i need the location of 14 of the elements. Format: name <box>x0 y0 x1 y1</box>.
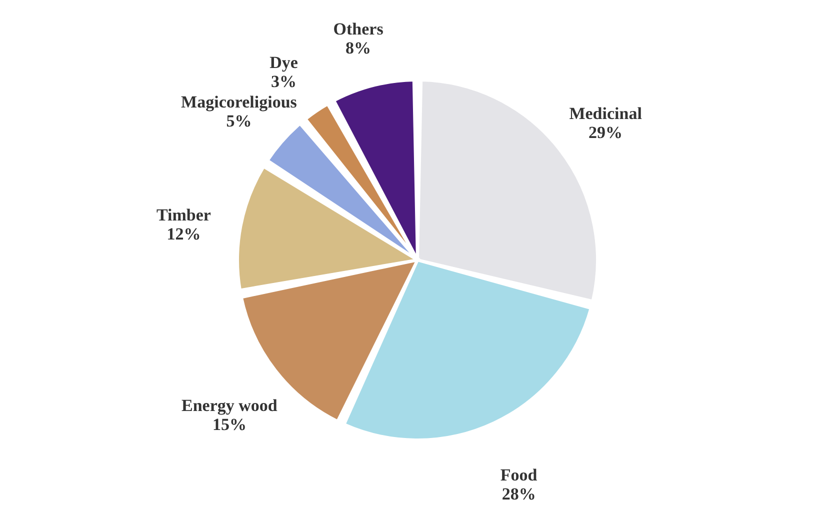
slice-label: Others <box>333 19 384 38</box>
data-label: 15% <box>212 414 246 434</box>
data-label: 12% <box>166 224 201 244</box>
data-label: 5% <box>226 112 252 131</box>
data-label: 29% <box>588 123 623 142</box>
slice-label: Magicoreligious <box>181 92 298 112</box>
data-label: 28% <box>502 484 536 504</box>
slice-label: Dye <box>270 53 298 72</box>
data-label: 3% <box>270 72 296 92</box>
data-label: 8% <box>346 38 372 58</box>
slice-label: Energy wood <box>182 396 278 415</box>
slice-label: Timber <box>156 205 212 224</box>
slice-label: Food <box>500 465 538 484</box>
slice-label: Medicinal <box>569 104 642 124</box>
